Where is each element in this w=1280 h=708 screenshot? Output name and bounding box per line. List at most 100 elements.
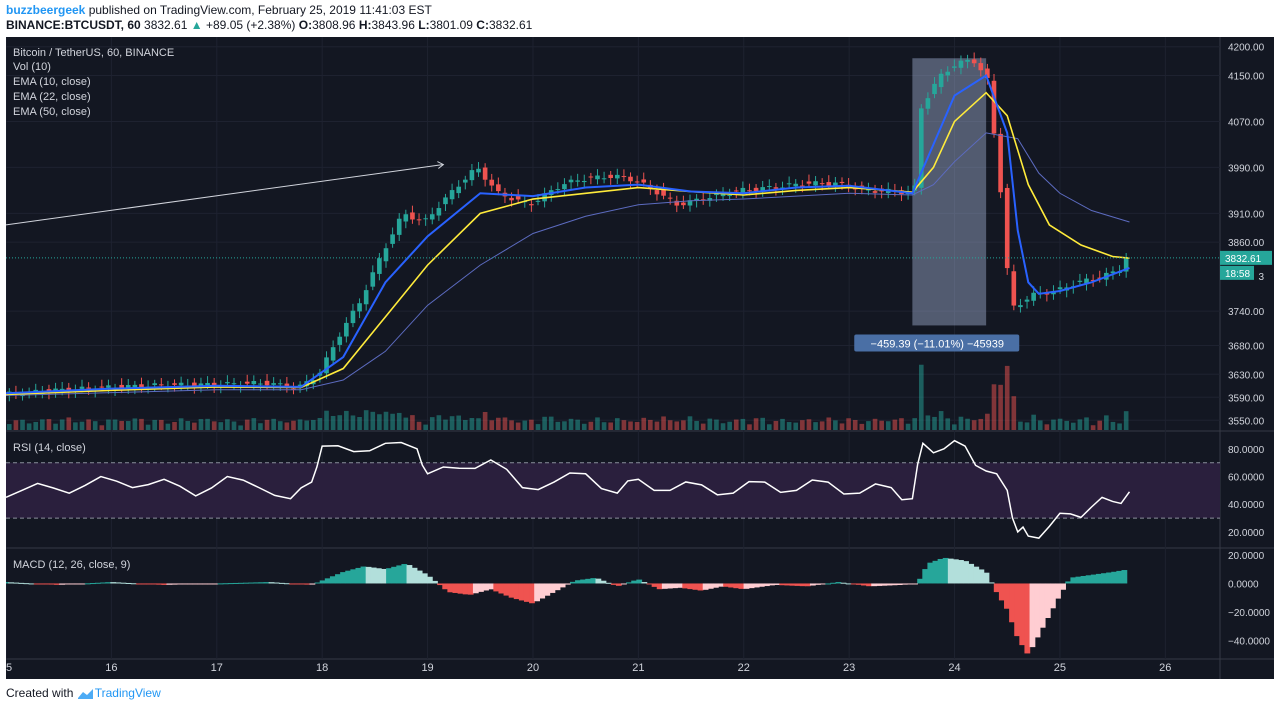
candle-body xyxy=(965,59,970,62)
volume-bar xyxy=(641,417,647,430)
macd-hist-bar xyxy=(1004,583,1010,609)
volume-bar xyxy=(13,420,19,430)
volume-bar xyxy=(383,411,389,430)
main-title: Bitcoin / TetherUS, 60, BINANCE xyxy=(13,47,174,59)
macd-hist-bar xyxy=(1085,575,1092,584)
volume-bar xyxy=(965,418,970,430)
close-label: C: xyxy=(476,18,489,32)
candle-body xyxy=(562,184,567,190)
macd-hist-bar xyxy=(202,583,209,585)
macd-hist-bar xyxy=(855,583,862,585)
candle-body xyxy=(740,187,746,194)
macd-hist-bar xyxy=(375,568,382,584)
macd-hist-bar xyxy=(243,582,249,584)
y-tick-label: 3630.00 xyxy=(1228,370,1265,381)
volume-bar xyxy=(443,419,448,430)
volume-bar xyxy=(46,419,52,430)
x-tick-label: 20 xyxy=(527,662,539,674)
author-name[interactable]: buzzbeergeek xyxy=(6,3,86,17)
rsi-tick-label: 20.0000 xyxy=(1228,528,1265,539)
macd-hist-bar xyxy=(963,561,969,584)
volume-bar xyxy=(529,419,534,430)
candle-body xyxy=(760,187,766,192)
macd-hist-bar xyxy=(381,568,387,584)
candle-body xyxy=(753,187,759,192)
macd-hist-bar xyxy=(656,583,663,590)
macd-hist-bar xyxy=(299,583,306,585)
macd-hist-bar xyxy=(820,583,826,585)
macd-hist-bar xyxy=(840,582,847,584)
price-pane[interactable]: 4200.00 4150.00 4070.00 3990.00 3910.00 3860.… xyxy=(6,37,1274,679)
macd-hist-bar xyxy=(483,583,489,591)
candle-body xyxy=(621,176,627,178)
volume-bar xyxy=(879,420,884,430)
macd-hist-bar xyxy=(871,583,878,587)
macd-hist-bar xyxy=(809,583,816,586)
volume-bar xyxy=(370,411,376,430)
measure-range-box xyxy=(912,58,987,326)
y-tick-label: 3860.00 xyxy=(1228,238,1265,249)
macd-hist-bar xyxy=(13,582,20,584)
volume-bar xyxy=(581,423,587,430)
candle-body xyxy=(456,186,462,194)
volume-bar xyxy=(304,420,310,430)
volume-bar xyxy=(727,421,732,430)
macd-pane[interactable]: 20.0000 0.0000 −20.0000 −40.0000 xyxy=(6,551,1270,654)
candle-body xyxy=(945,71,951,76)
volume-bar xyxy=(198,419,204,430)
macd-hist-bar xyxy=(523,583,530,602)
tradingview-brand[interactable]: TradingView xyxy=(94,686,161,700)
macd-tick-label: −20.0000 xyxy=(1228,608,1270,619)
macd-hist-bar xyxy=(248,582,255,584)
volume-bar xyxy=(158,419,164,430)
macd-hist-bar xyxy=(544,583,551,596)
volume-bar xyxy=(310,419,316,430)
candle-body xyxy=(985,68,990,78)
volume-bar xyxy=(1084,417,1089,430)
macd-hist-bar xyxy=(769,583,775,586)
candle-body xyxy=(476,168,481,173)
volume-bar xyxy=(225,419,230,430)
macd-hist-bar xyxy=(549,583,556,593)
chart-canvas[interactable]: 4200.00 4150.00 4070.00 3990.00 3910.00 3860.… xyxy=(6,37,1274,679)
macd-hist-bar xyxy=(539,583,546,599)
volume-bar xyxy=(53,423,58,430)
y-tick-label: 3910.00 xyxy=(1228,209,1265,220)
macd-hist-bar xyxy=(733,583,740,589)
candle-body xyxy=(225,382,230,384)
volume-bar xyxy=(938,411,944,430)
candle-body xyxy=(33,389,39,392)
candle-body xyxy=(1110,271,1116,274)
macd-hist-bar xyxy=(406,565,413,584)
macd-hist-bar xyxy=(753,583,760,588)
volume-bar xyxy=(899,418,904,430)
volume-bar xyxy=(621,420,627,430)
candle-body xyxy=(1057,287,1063,290)
volume-bar xyxy=(601,422,607,430)
macd-hist-bar xyxy=(641,582,648,584)
candle-body xyxy=(839,181,845,184)
volume-bar xyxy=(244,419,250,430)
macd-hist-bar xyxy=(529,583,535,604)
candle-body xyxy=(588,176,594,178)
candle-body xyxy=(1004,187,1010,269)
partial-tick-label: 3 xyxy=(1258,272,1264,283)
volume-bar xyxy=(595,417,600,430)
time-axis[interactable]: 15 16 17 18 19 20 21 22 23 24 25 26 xyxy=(6,662,1171,674)
volume-bar xyxy=(469,417,475,430)
volume-bar xyxy=(377,414,382,430)
volume-bar xyxy=(760,417,766,430)
candle-body xyxy=(628,176,633,182)
macd-hist-bar xyxy=(728,583,735,588)
rsi-pane[interactable]: 80.0000 60.0000 40.0000 20.0000 xyxy=(6,439,1265,539)
volume-bar xyxy=(145,424,151,430)
macd-hist-bar xyxy=(437,583,443,586)
candle-body xyxy=(833,182,838,186)
volume-bar xyxy=(720,423,726,430)
macd-hist-bar xyxy=(258,582,265,584)
volume-bar xyxy=(33,421,39,430)
volume-bar xyxy=(1077,419,1083,430)
volume-bar xyxy=(515,422,521,430)
macd-hist-bar xyxy=(983,572,990,584)
candle-body xyxy=(172,383,177,385)
